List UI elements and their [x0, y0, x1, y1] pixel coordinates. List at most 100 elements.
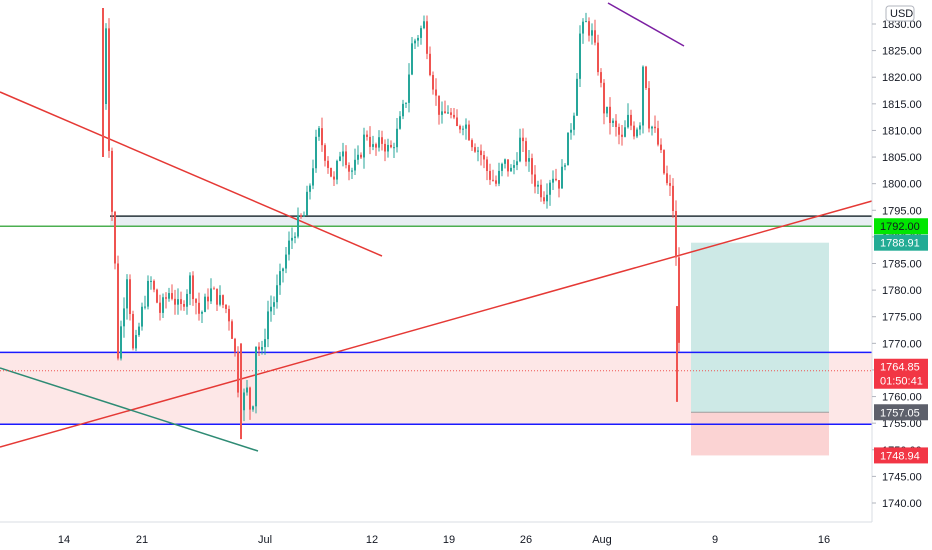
candle-body	[450, 112, 452, 115]
candle	[588, 17, 590, 42]
candle-body	[351, 170, 353, 172]
candle-body	[666, 173, 668, 184]
last-price-badge-text: 1764.85	[880, 362, 920, 374]
candle-body	[414, 40, 416, 44]
candle	[444, 100, 446, 114]
candle	[339, 151, 341, 162]
candle-body	[558, 180, 560, 189]
candle	[594, 19, 596, 46]
candle	[315, 129, 317, 173]
candle-body	[555, 178, 557, 181]
entry-price-badge-text: 1757.05	[880, 407, 920, 419]
candle	[582, 18, 584, 44]
y-tick-label: 1740.00	[882, 498, 922, 510]
candle	[678, 247, 680, 352]
candle-body	[150, 280, 152, 282]
candle	[462, 125, 464, 136]
candle-body	[315, 136, 317, 169]
candle-body	[495, 180, 497, 184]
candle-body	[270, 306, 272, 312]
candle	[360, 152, 362, 160]
candle	[297, 207, 299, 239]
candle-body	[540, 184, 542, 198]
candle	[327, 156, 329, 174]
candle	[408, 63, 410, 113]
candle	[630, 109, 632, 131]
candle	[285, 246, 287, 274]
candle	[636, 127, 638, 139]
candle	[180, 291, 182, 311]
candle-body	[192, 275, 194, 300]
candle-body	[129, 279, 131, 315]
candle	[228, 305, 230, 331]
candle	[411, 37, 413, 76]
candle	[480, 144, 482, 166]
candle-body	[114, 211, 116, 264]
candle	[171, 284, 173, 301]
candle	[132, 310, 134, 351]
candle	[624, 120, 626, 138]
candle	[207, 288, 209, 310]
candle-body	[408, 74, 410, 103]
candle-body	[405, 102, 407, 104]
candle-body	[180, 299, 182, 304]
candle	[255, 346, 257, 414]
candle	[183, 300, 185, 311]
candle-body	[483, 155, 485, 160]
candle-body	[501, 163, 503, 171]
candle	[510, 164, 512, 172]
x-tick-label: 16	[818, 534, 830, 546]
candle-body	[486, 159, 488, 171]
candle-body	[300, 215, 302, 217]
candle-body	[387, 144, 389, 152]
candle	[531, 153, 533, 184]
candle-body	[327, 160, 329, 168]
candle	[336, 159, 338, 185]
candle-body	[447, 112, 449, 114]
candle	[276, 274, 278, 309]
candle-body	[612, 120, 614, 123]
candle	[612, 118, 614, 127]
y-tick-label: 1755.00	[882, 418, 922, 430]
candle-body	[645, 66, 647, 89]
candle	[516, 152, 518, 171]
candle	[633, 121, 635, 140]
candle-body	[297, 215, 299, 237]
candle-body	[678, 257, 680, 343]
candle-body	[420, 28, 422, 38]
candle	[186, 289, 188, 315]
candle-body	[669, 183, 671, 186]
candle	[522, 128, 524, 153]
candle	[501, 162, 503, 177]
candle	[504, 158, 506, 169]
candle-body	[651, 126, 653, 129]
candle-body	[492, 179, 494, 181]
candle-body	[456, 117, 458, 127]
candle	[243, 388, 245, 422]
candle-body	[198, 302, 200, 314]
candle-body	[246, 387, 248, 393]
candle	[324, 143, 326, 167]
take-profit-zone	[691, 242, 829, 413]
candle	[564, 163, 566, 171]
candle	[252, 405, 254, 412]
y-tick-label: 1815.00	[882, 99, 922, 111]
candle-body	[432, 75, 434, 90]
candle	[648, 81, 650, 133]
candle	[534, 165, 536, 194]
candle-body	[228, 308, 230, 322]
candle-body	[183, 303, 185, 307]
last-price-badge	[874, 358, 928, 375]
candle-body	[531, 158, 533, 175]
candle-body	[267, 311, 269, 340]
candle-body	[159, 302, 161, 313]
candle	[492, 169, 494, 182]
stop-loss-zone	[691, 412, 829, 456]
candle	[147, 275, 149, 310]
candle-body	[627, 114, 629, 128]
candle	[603, 79, 605, 125]
x-tick-label: Jul	[258, 534, 272, 546]
candle	[615, 114, 617, 137]
